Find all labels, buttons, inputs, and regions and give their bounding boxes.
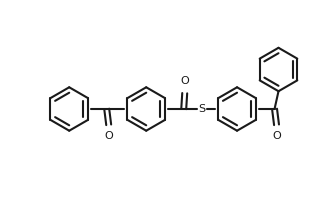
Text: O: O xyxy=(272,131,281,141)
Text: O: O xyxy=(104,131,113,141)
Text: S: S xyxy=(198,104,205,114)
Text: O: O xyxy=(180,76,189,86)
